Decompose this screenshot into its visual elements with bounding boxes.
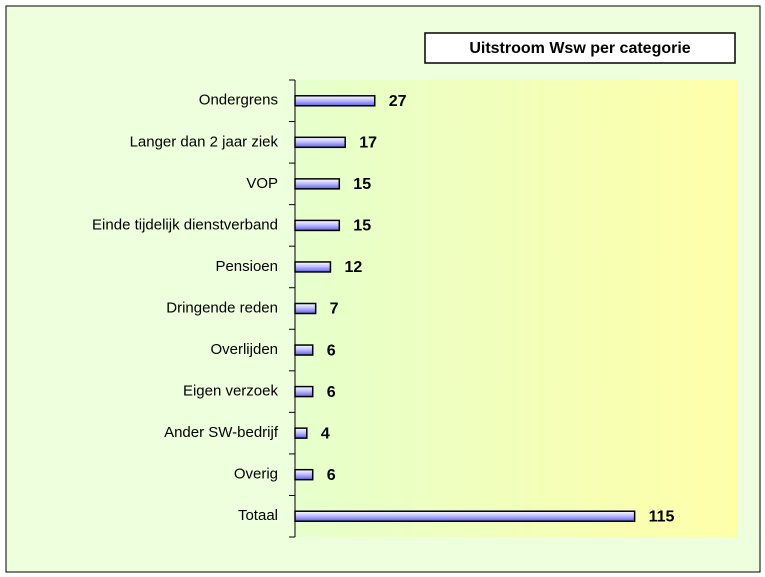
data-label: 12 <box>344 259 362 276</box>
y-tick-label: Pensioen <box>215 258 278 275</box>
bar <box>294 427 308 439</box>
data-label: 27 <box>389 93 407 110</box>
data-label: 15 <box>353 176 371 193</box>
data-label: 6 <box>327 384 336 401</box>
data-label: 6 <box>327 342 336 359</box>
data-label: 17 <box>359 135 377 152</box>
bar <box>294 302 317 315</box>
y-tick-label: Eigen verzoek <box>183 383 279 400</box>
bar <box>294 178 341 190</box>
y-tick-label: Ondergrens <box>199 92 278 109</box>
bar <box>294 261 332 273</box>
bar <box>294 219 341 232</box>
y-tick-label: Ander SW-bedrijf <box>164 424 279 441</box>
y-tick-label: Overig <box>234 466 278 483</box>
y-tick-label: Einde tijdelijk dienstverband <box>92 216 278 233</box>
bar <box>294 136 346 149</box>
data-label: 15 <box>353 218 371 235</box>
y-tick-label: Dringende reden <box>166 299 278 316</box>
data-label: 4 <box>321 425 330 442</box>
chart-title: Uitstroom Wsw per categorie <box>469 40 690 57</box>
data-label: 6 <box>327 467 336 484</box>
data-label: 115 <box>649 508 675 525</box>
bar <box>294 468 314 481</box>
data-label: 7 <box>330 301 339 318</box>
bar <box>294 385 314 398</box>
y-tick-label: VOP <box>246 175 278 192</box>
bar <box>294 510 636 522</box>
bar <box>294 344 314 356</box>
y-tick-label: Langer dan 2 jaar ziek <box>130 133 279 150</box>
plot-area <box>295 80 738 537</box>
bar <box>294 95 376 107</box>
y-tick-label: Overlijden <box>210 341 278 358</box>
y-tick-label: Totaal <box>238 507 278 524</box>
title-box <box>424 32 736 64</box>
